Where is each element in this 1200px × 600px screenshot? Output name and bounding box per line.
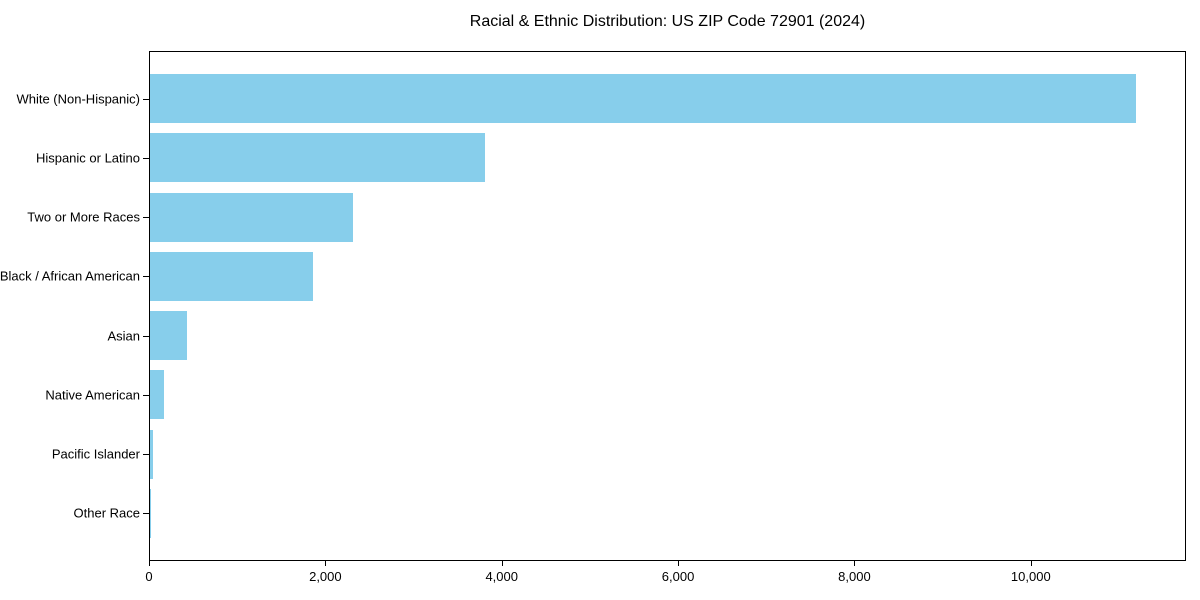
x-tick-label: 8,000 [838, 569, 871, 584]
bar-row: White (Non-Hispanic) [16, 69, 1185, 128]
bar [150, 311, 187, 361]
y-tick-label: White (Non-Hispanic) [16, 91, 140, 107]
bar-row: Black / African American [0, 247, 1185, 306]
x-tick-label: 2,000 [309, 569, 342, 584]
y-tick-mark [143, 335, 149, 337]
y-tick-label: Two or More Races [27, 209, 140, 225]
bar [150, 429, 153, 479]
x-tick-mark [325, 561, 327, 566]
x-tick-mark [854, 561, 856, 566]
y-tick-label: Pacific Islander [51, 446, 140, 462]
y-tick-label: Black / African American [0, 268, 140, 284]
y-tick-label: Other Race [73, 505, 140, 521]
x-tick-mark [501, 561, 503, 566]
bar-row: Hispanic or Latino [36, 128, 1185, 187]
x-tick-mark [1030, 561, 1032, 566]
bar [150, 133, 486, 183]
bar-row: Asian [107, 306, 1185, 365]
y-tick-mark [143, 217, 149, 219]
y-tick-label: Native American [45, 387, 140, 403]
bar [150, 192, 354, 242]
plot-area: White (Non-Hispanic) Hispanic or Latino Tw… [0, 51, 1186, 561]
bar [150, 370, 164, 420]
x-tick-label: 0 [145, 569, 153, 584]
x-axis: 0 2,000 4,000 6,000 8,000 10,000 [145, 561, 1186, 593]
chart-title: Racial & Ethnic Distribution: US ZIP Cod… [469, 13, 866, 30]
bar-row: Pacific Islander [52, 425, 1185, 484]
x-tick-label: 10,000 [1010, 569, 1051, 584]
y-tick-label: Asian [107, 328, 140, 344]
bar [150, 488, 151, 538]
y-tick-mark [143, 157, 149, 159]
y-tick-mark [143, 276, 149, 278]
bar-row: Two or More Races [27, 188, 1185, 247]
x-tick-mark [678, 561, 680, 566]
x-tick-label: 6,000 [661, 569, 695, 584]
bars-container: White (Non-Hispanic) Hispanic or Latino Tw… [0, 52, 1185, 560]
y-tick-mark [143, 98, 149, 100]
x-tick-mark [149, 561, 150, 566]
y-tick-mark [143, 513, 149, 515]
y-tick-mark [143, 454, 149, 456]
bar-row: Native American [45, 365, 1185, 424]
y-tick-mark [143, 394, 149, 396]
bar [150, 251, 313, 301]
y-tick-label: Hispanic or Latino [35, 150, 140, 166]
bar-row: Other Race [74, 484, 1185, 543]
bar [150, 74, 1136, 124]
x-tick-label: 4,000 [485, 569, 518, 584]
